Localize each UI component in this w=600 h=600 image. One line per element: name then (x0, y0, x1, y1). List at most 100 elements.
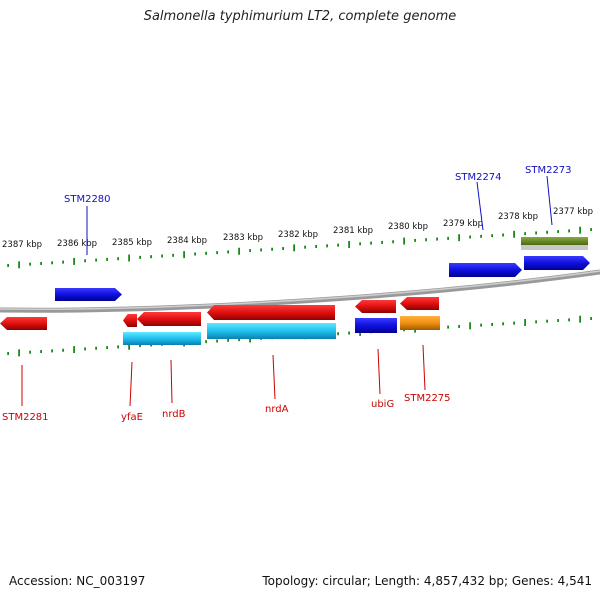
genome-title: Salmonella typhimurium LT2, complete gen… (143, 9, 457, 24)
minor-tick (502, 322, 504, 326)
minor-tick (326, 244, 328, 248)
major-tick (73, 346, 75, 354)
kbp-label: 2378 kbp (498, 212, 538, 222)
minor-tick (557, 230, 559, 234)
minor-tick (370, 241, 372, 245)
leader-stm2273 (546, 175, 553, 226)
minor-tick (315, 245, 317, 249)
major-tick (128, 254, 130, 262)
kbp-label: 2387 kbp (2, 240, 42, 250)
minor-tick (84, 347, 86, 351)
minor-tick (95, 346, 97, 350)
leader-yfae (129, 361, 133, 407)
major-tick (513, 230, 515, 238)
minor-tick (502, 233, 504, 237)
major-tick (348, 240, 350, 248)
minor-tick (106, 257, 108, 261)
gene-yfae (123, 314, 137, 327)
minor-tick (7, 264, 9, 268)
gene-stm2274 (449, 263, 522, 277)
gene-features (0, 237, 590, 345)
major-tick (403, 237, 405, 245)
minor-tick (447, 325, 449, 329)
minor-tick (491, 234, 493, 238)
minor-tick (40, 350, 42, 354)
minor-tick (337, 332, 339, 336)
minor-tick (282, 247, 284, 251)
minor-tick (205, 340, 207, 344)
gene-nrdb (137, 312, 201, 326)
minor-tick (436, 237, 438, 241)
minor-tick (337, 243, 339, 247)
minor-tick (535, 231, 537, 235)
minor-tick (513, 321, 515, 325)
minor-tick (568, 318, 570, 322)
minor-tick (62, 348, 64, 352)
minor-tick (557, 319, 559, 323)
minor-tick (480, 323, 482, 327)
minor-tick (271, 247, 273, 251)
gene-ubig (355, 300, 396, 313)
genome-summary-text: Topology: circular; Length: 4,857,432 bp… (262, 574, 592, 588)
gene-label-stm2274: STM2274 (455, 172, 502, 183)
major-tick (579, 226, 581, 234)
minor-tick (117, 345, 119, 349)
minor-tick (139, 255, 141, 259)
gene-label-ubig: ubiG (371, 399, 394, 410)
kbp-label: 2381 kbp (333, 226, 373, 236)
gene-nrda (207, 305, 335, 320)
feature-blue-ubig (355, 318, 397, 333)
feature-grey-stm2273 (521, 245, 588, 250)
minor-tick (590, 317, 592, 321)
gene-label-nrdb: nrdB (162, 409, 186, 420)
minor-tick (84, 259, 86, 263)
minor-tick (480, 234, 482, 238)
gene-stm2273 (524, 256, 590, 270)
kbp-label-row: 2387 kbp 2386 kbp 2385 kbp 2384 kbp 2383 kbp… (2, 207, 593, 250)
accession-text: Accession: NC_003197 (9, 574, 146, 588)
gene-stm2275 (400, 297, 439, 310)
minor-tick (161, 254, 163, 258)
minor-tick (348, 331, 350, 335)
minor-tick (227, 250, 229, 254)
kbp-label: 2380 kbp (388, 222, 428, 232)
minor-tick (227, 338, 229, 342)
tick-row-top (7, 226, 592, 269)
major-tick (73, 257, 75, 265)
gene-label-yfae: yfaE (121, 412, 143, 423)
kbp-label: 2386 kbp (57, 239, 97, 249)
kbp-label: 2384 kbp (167, 236, 207, 246)
gene-label-stm2281: STM2281 (2, 412, 49, 423)
gene-labels: STM2280 STM2274 STM2273 STM2281 yfaE nrdB nrdA… (2, 165, 572, 423)
minor-tick (535, 320, 537, 324)
minor-tick (359, 242, 361, 246)
minor-tick (238, 338, 240, 342)
minor-tick (414, 238, 416, 242)
gene-label-stm2273: STM2273 (525, 165, 572, 176)
major-tick (183, 251, 185, 259)
minor-tick (51, 261, 53, 265)
feature-green-stm2273 (521, 237, 588, 245)
minor-tick (216, 251, 218, 255)
minor-tick (260, 248, 262, 252)
minor-tick (458, 324, 460, 328)
minor-tick (216, 339, 218, 343)
major-tick (18, 349, 20, 357)
gene-stm2281 (0, 317, 47, 330)
minor-tick (469, 235, 471, 239)
leader-nrdb (170, 359, 173, 404)
minor-tick (172, 253, 174, 257)
minor-tick (139, 344, 141, 348)
genome-backbone (0, 269, 600, 313)
minor-tick (392, 240, 394, 244)
kbp-label: 2379 kbp (443, 219, 483, 229)
feature-cyan-nrda (207, 323, 336, 339)
minor-tick (491, 322, 493, 326)
minor-tick (568, 229, 570, 233)
feature-cyan-nrdb (123, 332, 201, 345)
minor-tick (29, 350, 31, 354)
minor-tick (205, 251, 207, 255)
leader-stm2274 (476, 181, 484, 231)
major-tick (18, 261, 20, 269)
